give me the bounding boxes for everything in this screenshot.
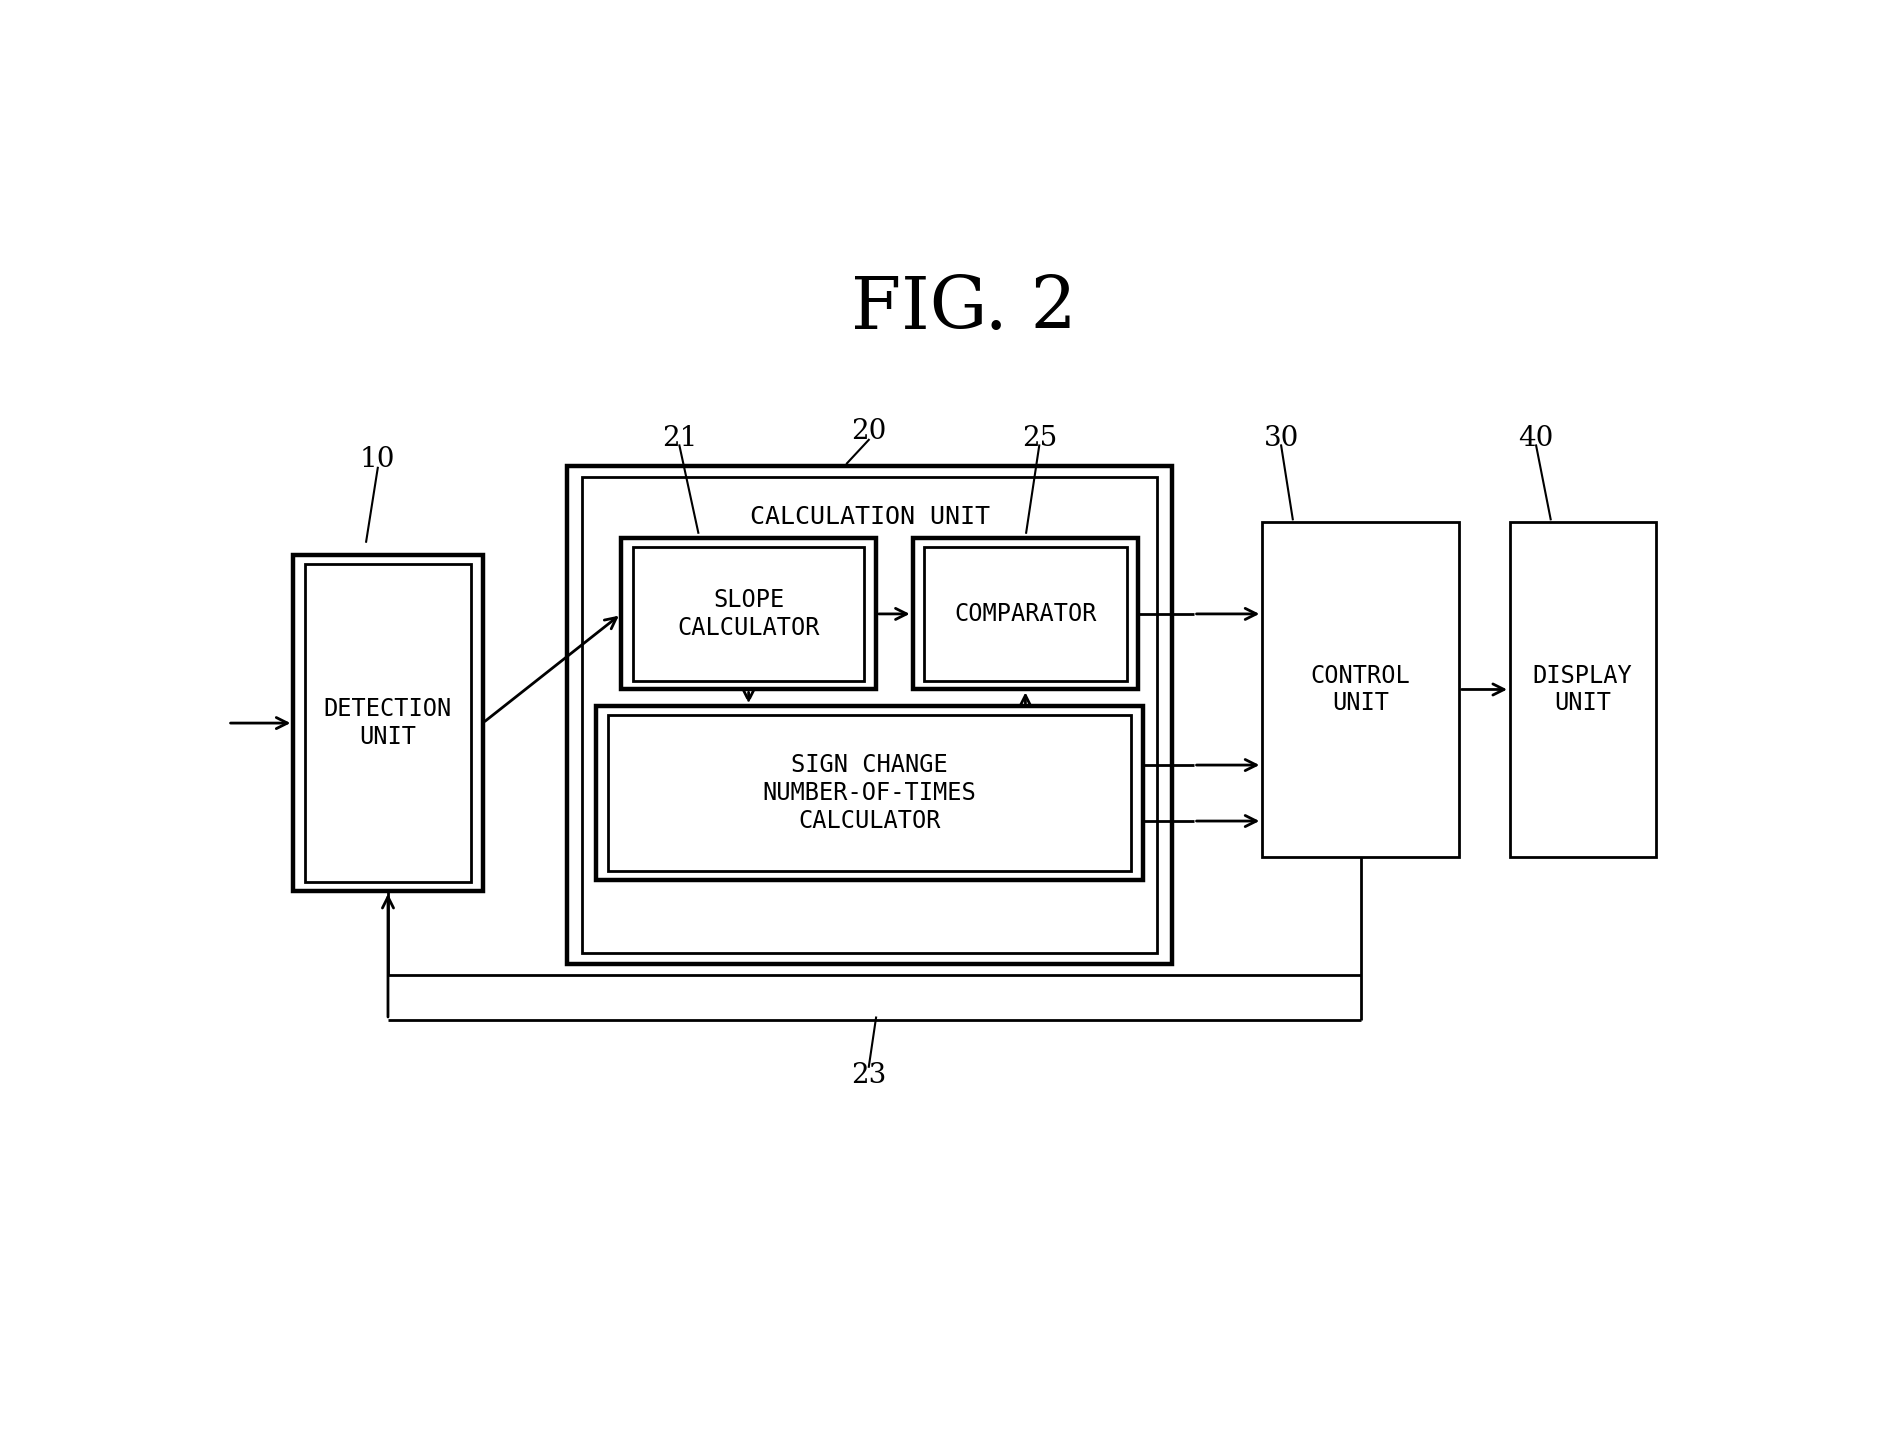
Bar <box>1261 522 1459 858</box>
Bar <box>925 547 1126 680</box>
Text: 40: 40 <box>1519 425 1553 452</box>
Bar <box>305 564 472 883</box>
Text: 25: 25 <box>1021 425 1057 452</box>
Bar <box>581 477 1158 952</box>
Bar <box>596 707 1143 880</box>
Bar <box>293 555 483 891</box>
Text: SIGN CHANGE
NUMBER-OF-TIMES
CALCULATOR: SIGN CHANGE NUMBER-OF-TIMES CALCULATOR <box>763 753 976 833</box>
Text: SLOPE
CALCULATOR: SLOPE CALCULATOR <box>677 587 820 640</box>
Bar <box>1510 522 1656 858</box>
Text: FIG. 2: FIG. 2 <box>850 273 1077 345</box>
Bar <box>634 547 865 680</box>
Text: 21: 21 <box>662 425 697 452</box>
Bar <box>620 538 876 689</box>
Text: CONTROL
UNIT: CONTROL UNIT <box>1310 663 1410 715</box>
Bar <box>568 465 1171 964</box>
Text: CALCULATION UNIT: CALCULATION UNIT <box>750 505 989 529</box>
Text: DISPLAY
UNIT: DISPLAY UNIT <box>1532 663 1632 715</box>
Bar <box>912 538 1137 689</box>
Text: 23: 23 <box>852 1063 887 1089</box>
Text: 30: 30 <box>1263 425 1299 452</box>
Text: DETECTION
UNIT: DETECTION UNIT <box>323 696 451 749</box>
Text: 20: 20 <box>852 419 887 445</box>
Bar <box>607 715 1132 871</box>
Text: COMPARATOR: COMPARATOR <box>955 602 1096 625</box>
Text: 10: 10 <box>361 446 395 474</box>
